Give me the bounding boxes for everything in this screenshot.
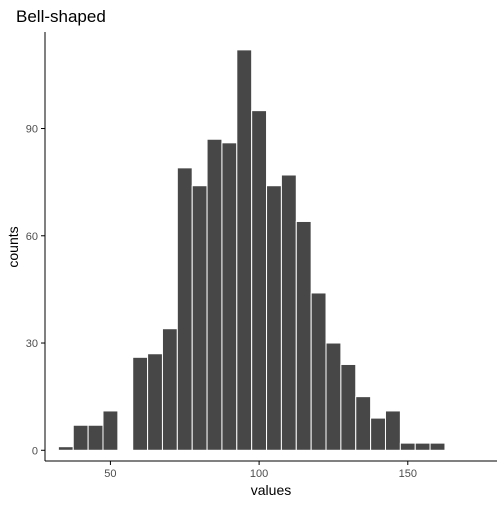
histogram-bar (399, 442, 416, 451)
histogram-bar (161, 328, 178, 451)
x-tick-label: 50 (104, 468, 116, 480)
histogram-bar (102, 410, 119, 451)
histogram-bar (147, 353, 163, 451)
histogram-bar (370, 417, 386, 451)
chart-title: Bell-shaped (16, 7, 106, 26)
histogram-bar (429, 442, 446, 451)
histogram-bar (325, 342, 342, 451)
histogram-bar (310, 292, 327, 451)
x-axis-label: values (251, 482, 291, 498)
histogram-bar (251, 110, 268, 451)
histogram-bar (295, 220, 312, 451)
histogram-bar (87, 424, 104, 451)
y-tick-label: 30 (26, 338, 38, 350)
x-tick-label: 150 (399, 468, 417, 480)
x-tick-label: 100 (250, 468, 268, 480)
y-tick-label: 90 (26, 124, 38, 136)
histogram-bar (191, 185, 208, 451)
histogram-bar (340, 363, 357, 451)
bars-group (57, 49, 446, 451)
histogram-bar (57, 446, 74, 451)
y-tick-label: 0 (32, 445, 38, 457)
histogram-bar (355, 396, 372, 451)
histogram-bar (176, 167, 193, 451)
histogram-bar (72, 424, 89, 451)
histogram-bar (236, 49, 253, 451)
y-axis-ticks: 0 30 60 90 (26, 124, 45, 457)
histogram-bar (280, 174, 297, 451)
histogram-bar (221, 142, 238, 451)
histogram-bar (132, 356, 149, 451)
histogram-bar (206, 138, 223, 451)
histogram-bar (414, 442, 431, 451)
histogram-bar (266, 185, 282, 451)
histogram-bar (384, 410, 401, 451)
y-axis-label: counts (5, 226, 21, 267)
y-tick-label: 60 (26, 231, 38, 243)
x-axis-ticks: 50 100 150 (104, 461, 417, 480)
